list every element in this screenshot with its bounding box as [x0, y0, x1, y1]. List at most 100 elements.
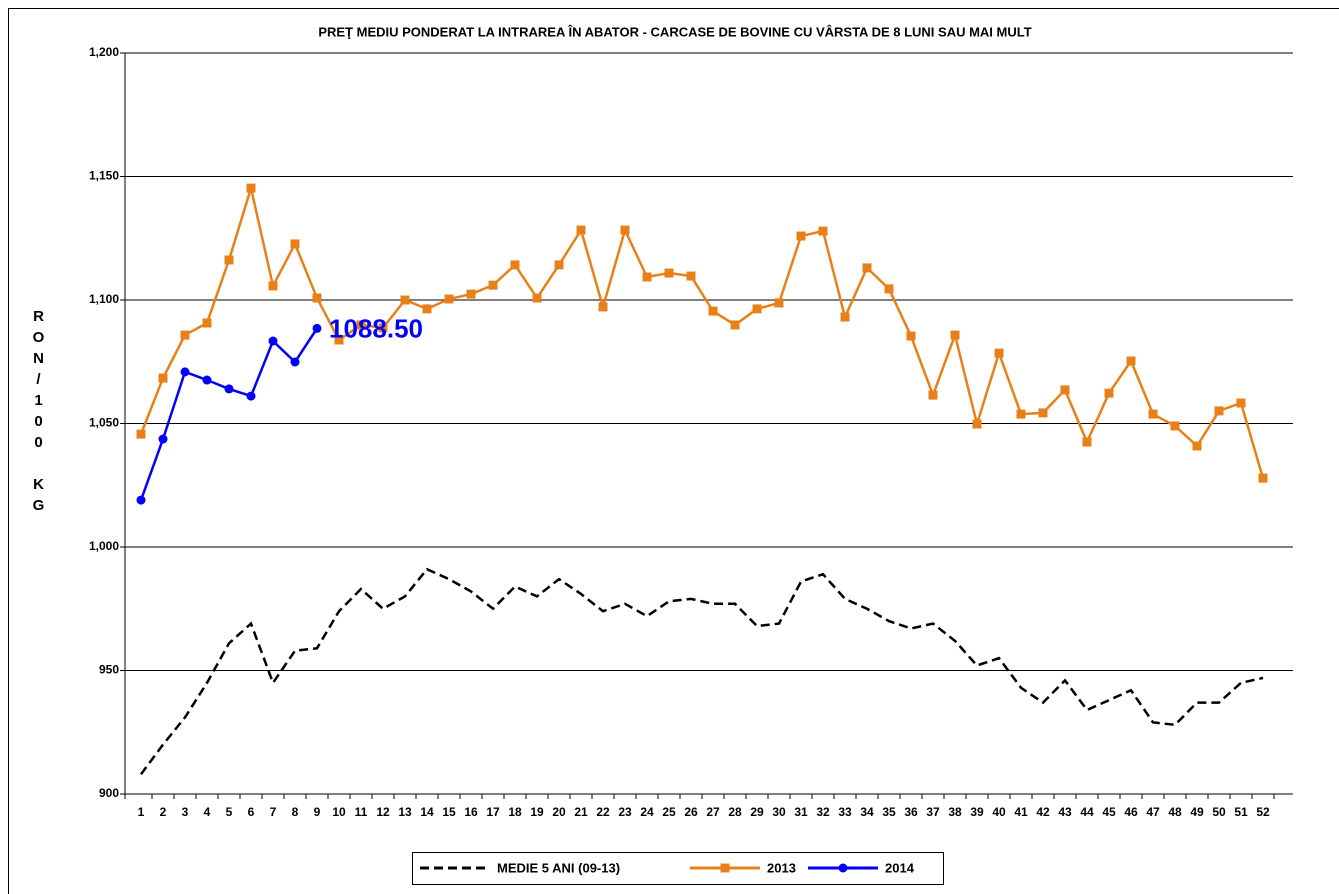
marker: [312, 293, 322, 303]
x-tick-label: 52: [1256, 805, 1270, 819]
marker: [1148, 409, 1158, 419]
marker: [818, 226, 828, 236]
x-tick-label: 51: [1234, 805, 1248, 819]
marker: [642, 272, 652, 282]
legend-label: 2014: [885, 860, 915, 875]
y-tick-label: 1,150: [89, 169, 119, 183]
marker: [466, 289, 476, 299]
x-tick-label: 46: [1124, 805, 1138, 819]
x-tick-label: 25: [662, 805, 676, 819]
marker: [400, 295, 410, 305]
marker: [686, 271, 696, 281]
chart-title: PREŢ MEDIU PONDERAT LA INTRAREA ÎN ABATO…: [318, 24, 1031, 39]
x-tick-label: 48: [1168, 805, 1182, 819]
x-tick-label: 13: [398, 805, 412, 819]
marker: [1170, 421, 1180, 431]
x-tick-label: 36: [904, 805, 918, 819]
x-tick-label: 4: [204, 805, 211, 819]
marker: [950, 330, 960, 340]
x-tick-label: 15: [442, 805, 456, 819]
marker: [1192, 441, 1202, 451]
x-tick-label: 16: [464, 805, 478, 819]
y-tick-label: 900: [99, 786, 119, 800]
x-tick-label: 50: [1212, 805, 1226, 819]
legend-marker: [720, 863, 730, 873]
x-tick-label: 21: [574, 805, 588, 819]
data-label: 1088.50: [329, 313, 423, 343]
marker: [796, 231, 806, 241]
x-tick-label: 7: [270, 805, 277, 819]
marker: [1104, 388, 1114, 398]
series-line: [139, 183, 1265, 479]
marker: [1236, 398, 1246, 408]
marker: [576, 225, 586, 235]
marker: [290, 239, 300, 249]
marker: [840, 312, 850, 322]
marker: [224, 384, 234, 394]
x-tick-label: 24: [640, 805, 654, 819]
marker: [972, 419, 982, 429]
x-tick-label: 1: [138, 805, 145, 819]
x-tick-label: 42: [1036, 805, 1050, 819]
marker: [928, 390, 938, 400]
x-tick-label: 45: [1102, 805, 1116, 819]
marker: [1016, 409, 1026, 419]
marker: [136, 495, 146, 505]
marker: [620, 225, 630, 235]
x-tick-label: 33: [838, 805, 852, 819]
marker: [290, 357, 300, 367]
x-tick-label: 17: [486, 805, 500, 819]
x-tick-label: 37: [926, 805, 940, 819]
x-tick-label: 23: [618, 805, 632, 819]
x-tick-label: 34: [860, 805, 874, 819]
marker: [1082, 437, 1092, 447]
x-tick-label: 29: [750, 805, 764, 819]
x-tick-label: 9: [314, 805, 321, 819]
marker: [180, 330, 190, 340]
series-line: [139, 567, 1264, 775]
x-tick-label: 2: [160, 805, 167, 819]
marker: [202, 318, 212, 328]
y-tick-label: 1,100: [89, 292, 119, 306]
x-tick-label: 39: [970, 805, 984, 819]
x-tick-label: 22: [596, 805, 610, 819]
y-tick-label: 1,200: [89, 45, 119, 59]
x-tick-label: 27: [706, 805, 720, 819]
marker: [268, 281, 278, 291]
x-tick-label: 18: [508, 805, 522, 819]
marker: [246, 391, 256, 401]
legend-marker: [838, 863, 848, 873]
marker: [598, 302, 608, 312]
x-tick-label: 31: [794, 805, 808, 819]
x-tick-label: 12: [376, 805, 390, 819]
marker: [994, 348, 1004, 358]
marker: [708, 306, 718, 316]
x-tick-label: 32: [816, 805, 830, 819]
marker: [422, 304, 432, 314]
marker: [774, 298, 784, 308]
marker: [268, 336, 278, 346]
marker: [202, 375, 212, 385]
marker: [730, 320, 740, 330]
marker: [224, 255, 234, 265]
marker: [158, 373, 168, 383]
marker: [1258, 473, 1268, 483]
x-tick-label: 47: [1146, 805, 1160, 819]
series-line: [139, 327, 319, 501]
y-axis-label: RON/100 KG: [30, 308, 47, 518]
x-tick-label: 44: [1080, 805, 1094, 819]
y-tick-label: 1,050: [89, 416, 119, 430]
x-tick-label: 5: [226, 805, 233, 819]
marker: [532, 293, 542, 303]
marker: [444, 294, 454, 304]
marker: [554, 260, 564, 270]
x-tick-label: 35: [882, 805, 896, 819]
marker: [1126, 356, 1136, 366]
legend-label: MEDIE 5 ANI (09-13): [497, 860, 620, 875]
x-tick-label: 3: [182, 805, 189, 819]
marker: [1060, 385, 1070, 395]
x-tick-label: 28: [728, 805, 742, 819]
chart-border: [8, 8, 1339, 894]
